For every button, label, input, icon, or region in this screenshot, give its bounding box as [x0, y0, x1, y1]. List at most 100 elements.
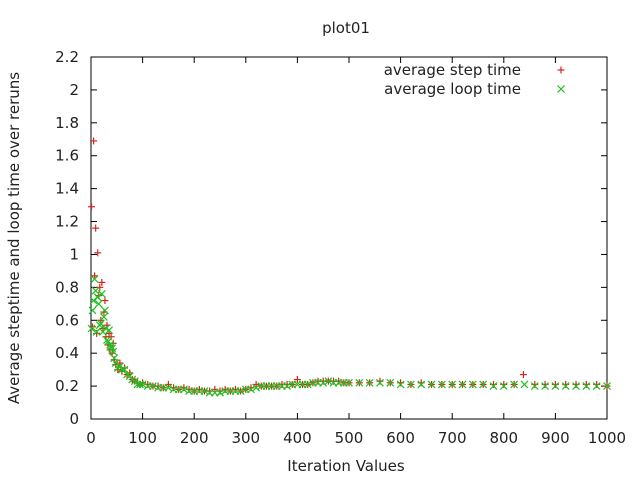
loop-time-point: [551, 382, 560, 391]
loop-time-point: [417, 380, 426, 389]
loop-time-point: [90, 275, 99, 284]
y-tick-label: 0: [69, 410, 79, 428]
series-step-time: [88, 137, 611, 395]
loop-time-point: [92, 327, 101, 336]
y-tick-label: 1.2: [55, 213, 79, 231]
step-time-point: [519, 371, 527, 379]
legend-plus-marker: [557, 66, 565, 74]
step-time-point: [92, 224, 100, 232]
loop-time-point: [88, 306, 97, 315]
y-tick-label: 1: [69, 245, 79, 263]
loop-time-point: [109, 347, 118, 356]
loop-time-point: [386, 378, 395, 387]
step-time-point: [88, 203, 96, 211]
legend-label-loop: average loop time: [384, 80, 521, 98]
loop-time-point: [499, 382, 508, 391]
legend-label-step: average step time: [384, 61, 521, 79]
y-tick-label: 0.6: [55, 311, 79, 329]
loop-time-point: [252, 383, 261, 392]
loop-time-point: [396, 380, 405, 389]
x-tick-label: 1000: [588, 429, 626, 447]
step-time-point: [293, 376, 301, 384]
x-tick-label: 200: [180, 429, 209, 447]
x-tick-label: 500: [335, 429, 364, 447]
x-axis-label: Iteration Values: [287, 457, 405, 475]
loop-time-point: [216, 388, 224, 397]
legend-marker-step: [557, 66, 565, 74]
loop-time-point: [91, 286, 100, 295]
y-tick-label: 1.6: [55, 147, 79, 165]
step-time-point: [109, 339, 117, 347]
loop-time-point: [437, 380, 446, 389]
loop-time-point: [148, 382, 157, 391]
loop-time-point: [99, 313, 108, 321]
y-tick-label: 1.4: [55, 180, 79, 198]
loop-time-point: [510, 380, 519, 389]
loop-time-point: [365, 378, 374, 387]
loop-time-point: [94, 299, 103, 308]
x-tick-label: 900: [541, 429, 570, 447]
y-tick-label: 2.2: [55, 48, 79, 66]
x-tick-label: 800: [489, 429, 518, 447]
loop-time-point: [355, 378, 364, 387]
loop-time-point: [520, 380, 529, 389]
loop-time-point: [179, 385, 188, 394]
loop-time-point: [489, 382, 498, 391]
loop-time-point: [406, 380, 415, 389]
legend-cross-marker: [557, 85, 565, 93]
loop-time-point: [319, 378, 328, 387]
loop-time-point: [479, 380, 488, 389]
step-time-point: [96, 283, 104, 291]
step-time-point: [101, 297, 109, 305]
legend-item-step: average step time: [384, 61, 565, 79]
loop-time-point: [138, 380, 147, 389]
loop-time-point: [572, 382, 580, 391]
loop-time-point: [247, 385, 255, 394]
step-time-point: [94, 249, 102, 257]
loop-time-point: [541, 382, 550, 391]
legend-marker-loop: [557, 85, 565, 93]
y-tick-label: 0.2: [55, 377, 79, 395]
series-loop-time: [87, 275, 611, 397]
x-tick-label: 600: [386, 429, 415, 447]
x-tick-label: 400: [283, 429, 312, 447]
loop-time-point: [530, 382, 539, 391]
step-time-point: [252, 380, 260, 388]
loop-time-point: [236, 387, 245, 395]
loop-time-point: [345, 378, 353, 387]
loop-time-point: [376, 378, 384, 387]
loop-time-point: [448, 380, 457, 389]
loop-time-point: [136, 380, 144, 389]
step-time-point: [91, 272, 99, 280]
loop-time-point: [458, 380, 467, 389]
loop-time-point: [582, 382, 591, 391]
loop-time-point: [87, 324, 96, 333]
loop-time-point: [283, 382, 292, 391]
y-axis: 0 0.2 0.4 0.6 0.8 1 1.2 1.4 1.6 1.8 2 2.2: [55, 48, 607, 428]
loop-time-point: [110, 354, 119, 363]
y-tick-label: 2: [69, 81, 79, 99]
loop-time-point: [592, 382, 601, 391]
plot-frame: [90, 56, 608, 420]
data-points: [87, 137, 611, 397]
legend-item-loop: average loop time: [384, 80, 565, 98]
step-time-point: [98, 278, 106, 286]
loop-time-point: [603, 382, 611, 391]
loop-time-point: [468, 380, 477, 389]
x-tick-label: 300: [231, 429, 260, 447]
loop-time-point: [303, 380, 312, 389]
loop-time-point: [105, 326, 113, 335]
loop-time-point: [200, 387, 209, 395]
y-axis-label: Average steptime and loop time over reru…: [5, 72, 23, 404]
loop-time-point: [97, 290, 106, 298]
loop-time-point: [101, 306, 109, 315]
chart-title: plot01: [322, 19, 370, 37]
loop-time-point: [324, 377, 333, 386]
y-tick-label: 0.8: [55, 278, 79, 296]
loop-time-point: [561, 382, 570, 391]
y-tick-label: 1.8: [55, 114, 79, 132]
loop-time-point: [164, 383, 173, 392]
x-tick-label: 100: [128, 429, 157, 447]
x-tick-label: 700: [438, 429, 467, 447]
